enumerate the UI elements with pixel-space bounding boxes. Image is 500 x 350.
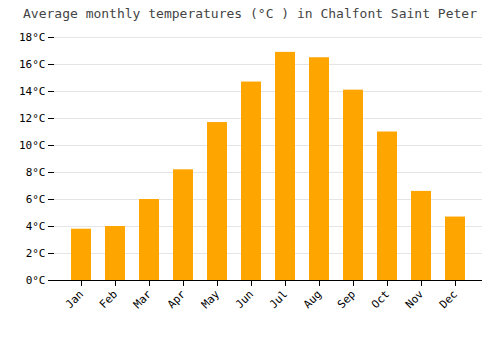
html-text:Average monthly temperatures (: Average monthly temperatures (°C ) in Ch… xyxy=(23,6,477,21)
svg-text:Jun: Jun xyxy=(233,288,256,311)
svg-text:Mar: Mar xyxy=(131,287,155,311)
svg-text:12°C: 12°C xyxy=(19,112,46,125)
svg-text:Sep: Sep xyxy=(335,288,358,311)
svg-text:10°C: 10°C xyxy=(19,139,46,152)
svg-text:Jul: Jul xyxy=(267,288,290,311)
svg-text:Apr: Apr xyxy=(165,287,189,311)
svg-text:18°C: 18°C xyxy=(19,31,46,44)
svg-text:Feb: Feb xyxy=(97,288,120,311)
svg-text:2°C: 2°C xyxy=(26,247,46,260)
svg-text:8°C: 8°C xyxy=(26,166,46,179)
svg-text:Aug: Aug xyxy=(301,288,324,311)
svg-text:Dec: Dec xyxy=(437,288,460,311)
svg-text:4°C: 4°C xyxy=(26,220,46,233)
svg-text:6°C: 6°C xyxy=(26,193,46,206)
svg-text:16°C: 16°C xyxy=(19,58,46,71)
svg-text:May: May xyxy=(199,287,223,311)
svg-text:Nov: Nov xyxy=(403,287,427,311)
svg-text:14°C: 14°C xyxy=(19,85,46,98)
svg-text:0°C: 0°C xyxy=(26,274,46,287)
svg-text:Jan: Jan xyxy=(63,288,86,311)
svg-text:Oct: Oct xyxy=(369,288,392,311)
